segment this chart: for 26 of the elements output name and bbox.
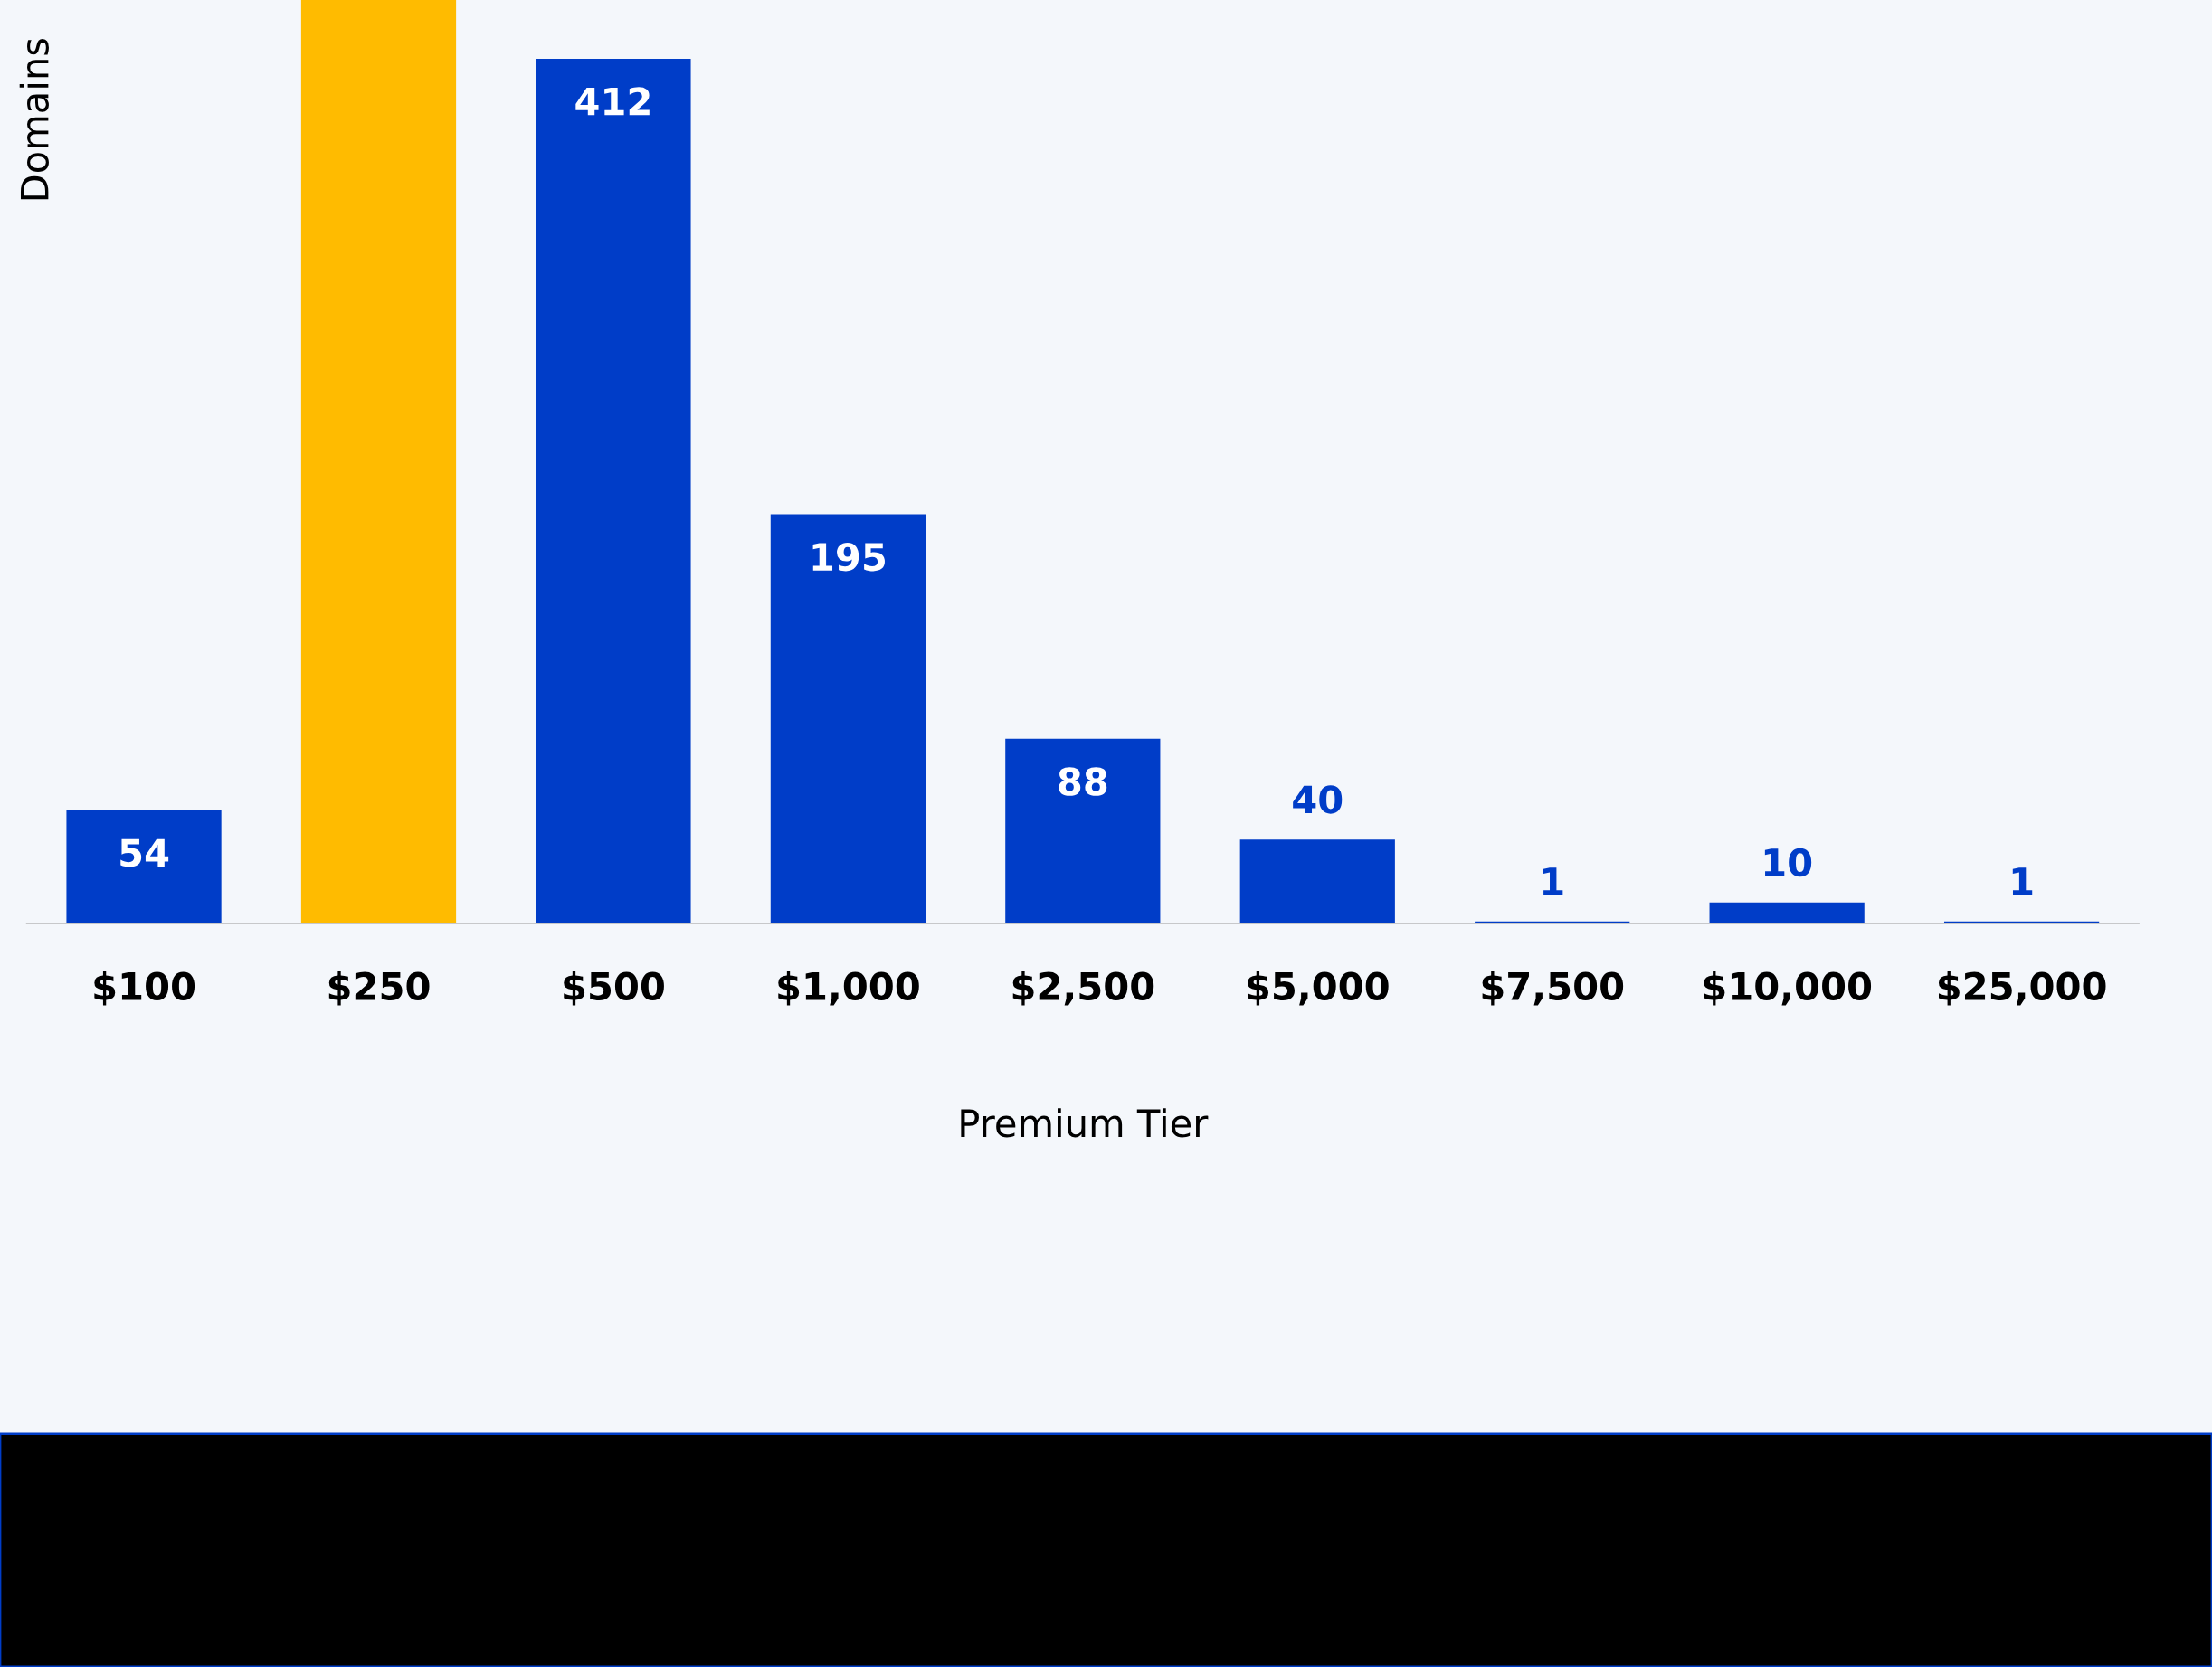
x-tick-label: $25,000 [1938, 971, 2106, 1006]
x-axis-title: Premium Tier [961, 1108, 1209, 1138]
bar [300, 0, 457, 924]
x-tick-label: $2,500 [1012, 971, 1154, 1006]
data-label: 10 [1764, 848, 1812, 877]
y-axis-title: Domains [19, 39, 49, 200]
data-label: 54 [120, 838, 169, 867]
x-tick-label: $5,000 [1248, 971, 1389, 1006]
bar [1239, 839, 1395, 924]
data-label: 1 [1543, 867, 1563, 895]
bar [66, 810, 222, 924]
x-tick-label: $500 [564, 971, 664, 1006]
x-tick-label: $7,500 [1482, 971, 1624, 1006]
bar [1709, 902, 1865, 924]
x-tick-label: $10,000 [1704, 971, 1872, 1006]
data-label: 88 [1059, 767, 1107, 796]
x-tick-label: $1,000 [778, 971, 919, 1006]
x-tick-label: $100 [94, 971, 195, 1006]
data-label: 1 [2012, 867, 2033, 895]
bar [1005, 738, 1161, 924]
x-tick-label: $250 [328, 971, 430, 1006]
bar [770, 514, 926, 924]
data-label: 195 [812, 542, 885, 572]
data-label: 40 [1293, 785, 1343, 814]
data-label: 412 [575, 87, 650, 116]
bar [536, 58, 691, 924]
